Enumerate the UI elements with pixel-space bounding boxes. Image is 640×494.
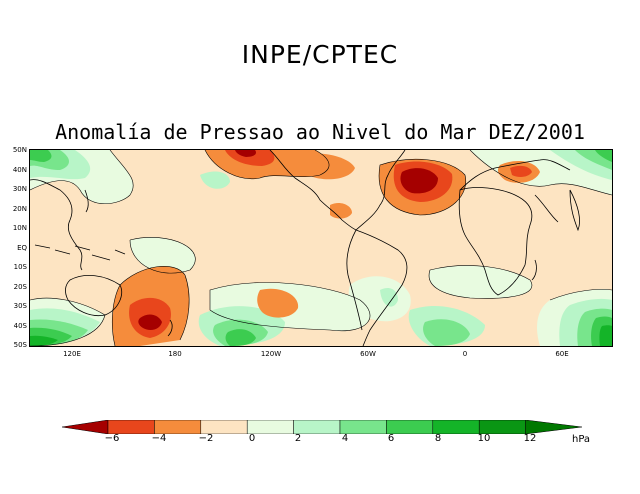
- anomaly-region-pos8: [30, 335, 58, 346]
- anomaly-region-neg6: [235, 150, 256, 157]
- colorbar-label: 2: [294, 433, 302, 444]
- colorbar-label: 4: [341, 433, 349, 444]
- colorbar-box: [107, 420, 155, 434]
- colorbar: [62, 420, 582, 434]
- coastlines: [30, 150, 580, 346]
- colorbar-arrow-high: [525, 420, 582, 434]
- colorbar-label: 6: [387, 433, 395, 444]
- anomaly-region-pos8: [599, 325, 612, 346]
- anomaly-region-neg6: [400, 168, 438, 194]
- colorbar-arrow-low: [62, 420, 109, 434]
- colorbar-box: [478, 420, 526, 434]
- lon-label: 0: [462, 350, 468, 358]
- lat-label: 20N: [12, 205, 27, 213]
- anomaly-region-pos0: [130, 237, 196, 274]
- lat-label: 40N: [12, 166, 27, 174]
- colorbar-box: [339, 420, 387, 434]
- lon-label: 60E: [555, 350, 569, 358]
- lat-label: 10N: [12, 224, 27, 232]
- anomaly-region-pos2: [380, 288, 398, 307]
- lon-label: 180: [168, 350, 182, 358]
- lat-label: 50N: [12, 146, 27, 154]
- colorbar-box: [154, 420, 202, 434]
- anomaly-region-neg4: [225, 150, 275, 166]
- colorbar-label: −2: [198, 433, 214, 444]
- colorbar-label: 10: [477, 433, 491, 444]
- colorbar-box: [432, 420, 480, 434]
- contour-lines: [30, 150, 612, 346]
- colorbar-box: [386, 420, 434, 434]
- anomaly-region-neg2: [298, 153, 355, 180]
- colorbar-label: −4: [151, 433, 167, 444]
- map-title: Anomalía de Pressao ao Nivel do Mar DEZ/…: [55, 120, 585, 144]
- anomaly-region-neg2: [257, 288, 299, 318]
- lat-label: 10S: [13, 263, 27, 271]
- lat-label: 20S: [13, 283, 27, 291]
- anomaly-region-pos2: [200, 171, 230, 189]
- anomaly-region-pos4: [423, 319, 470, 346]
- anomaly-region-pos0: [429, 265, 532, 299]
- lon-label: 120W: [260, 350, 282, 358]
- colorbar-label: 12: [523, 433, 537, 444]
- colorbar-units: hPa: [572, 434, 591, 445]
- colorbar-box: [246, 420, 294, 434]
- pressure-anomaly-map: [30, 150, 612, 346]
- anomaly-region-neg6: [138, 314, 162, 330]
- lon-label: 60W: [360, 350, 376, 358]
- colorbar-label: 0: [248, 433, 256, 444]
- anomaly-region-pos6: [225, 329, 256, 346]
- colorbar-label: 8: [434, 433, 442, 444]
- map-panel: [29, 149, 613, 347]
- lat-label: 40S: [13, 322, 27, 330]
- anomaly-region-neg4: [510, 165, 532, 177]
- lat-label: 30N: [12, 185, 27, 193]
- lon-label: 120E: [63, 350, 81, 358]
- anomaly-region-pos6: [595, 150, 612, 162]
- lat-label: EQ: [17, 244, 27, 252]
- colorbar-box: [200, 420, 248, 434]
- lat-label: 50S: [13, 341, 27, 349]
- anomaly-region-pos6: [30, 150, 52, 162]
- anomaly-region-pos0: [348, 276, 411, 322]
- colorbar-label: −6: [104, 433, 120, 444]
- anomaly-region-neg2: [330, 202, 352, 219]
- colorbar-box: [293, 420, 341, 434]
- lat-label: 30S: [13, 302, 27, 310]
- header-title: INPE/CPTEC: [241, 40, 399, 69]
